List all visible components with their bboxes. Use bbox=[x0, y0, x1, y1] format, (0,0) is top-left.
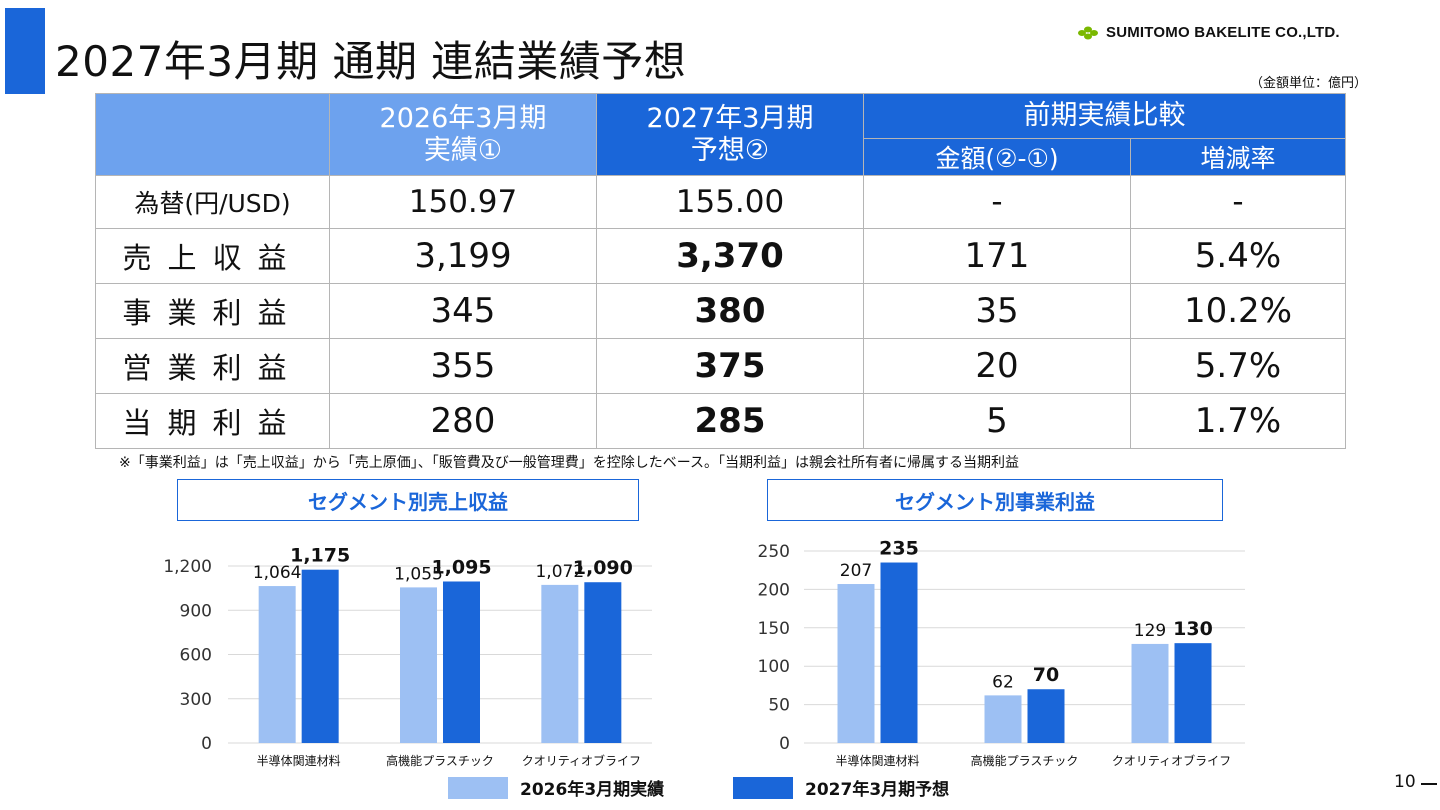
legend-actual: 2026年3月期実績 bbox=[448, 775, 664, 800]
header-forecast: 2027年3月期 予想② bbox=[596, 93, 864, 176]
chart-title-revenue: セグメント別売上収益 bbox=[177, 479, 639, 521]
cell-amount: 171 bbox=[863, 228, 1131, 284]
logo-mark-icon bbox=[1078, 26, 1098, 39]
bar bbox=[1174, 643, 1212, 743]
data-label: 70 bbox=[1033, 664, 1059, 686]
cell-amount: 5 bbox=[863, 393, 1131, 449]
header-blank-cell bbox=[95, 93, 330, 176]
row-label: 当期利益 bbox=[95, 393, 330, 449]
bar bbox=[1131, 643, 1169, 743]
data-label: 129 bbox=[1134, 621, 1166, 641]
cell-actual: 3,199 bbox=[329, 228, 597, 284]
profit-bar-chart: 0 50 100 150 200 250 207 235 半導体関連材料 62 70 高機能プラスチッ… bbox=[758, 538, 1245, 768]
forecast-table: 2026年3月期 実績① 2027年3月期 予想② 前期実績比較 金額(②-①) 増… bbox=[95, 93, 1346, 449]
y-tick-label: 900 bbox=[180, 601, 212, 621]
company-logo: SUMITOMO BAKELITE CO.,LTD. bbox=[1078, 24, 1340, 41]
bar bbox=[301, 569, 339, 743]
y-tick-label: 200 bbox=[758, 580, 790, 600]
cell-rate: 1.7% bbox=[1130, 393, 1346, 449]
header-rate: 増減率 bbox=[1130, 138, 1346, 176]
cell-actual: 280 bbox=[329, 393, 597, 449]
x-tick-label: 半導体関連材料 bbox=[835, 754, 919, 768]
x-tick-label: 半導体関連材料 bbox=[257, 754, 341, 768]
cell-forecast: 285 bbox=[596, 393, 864, 449]
bar bbox=[1027, 689, 1065, 743]
x-tick-label: クオリティオブライフ bbox=[522, 753, 641, 768]
table-row: 売上収益 3,199 3,370 171 5.4% bbox=[95, 228, 1346, 284]
legend-label-forecast: 2027年3月期予想 bbox=[805, 780, 950, 800]
page-number-dash bbox=[1421, 783, 1437, 785]
data-label: 130 bbox=[1173, 618, 1213, 640]
bar bbox=[880, 562, 918, 743]
page-title: 2027年3月期 通期 連結業績予想 bbox=[55, 37, 687, 86]
data-label: 1,064 bbox=[253, 563, 302, 583]
bar bbox=[584, 582, 622, 743]
cell-amount: 35 bbox=[863, 283, 1131, 339]
cell-forecast: 3,370 bbox=[596, 228, 864, 284]
bar bbox=[541, 584, 579, 743]
bar bbox=[258, 586, 296, 743]
header-comparison: 前期実績比較 bbox=[863, 93, 1346, 139]
unit-note: （金額単位：億円） bbox=[1250, 76, 1368, 91]
y-tick-label: 250 bbox=[758, 542, 790, 562]
data-label: 1,095 bbox=[431, 556, 491, 578]
cell-rate: 5.4% bbox=[1130, 228, 1346, 284]
header-amount: 金額(②-①) bbox=[863, 138, 1131, 176]
bar bbox=[443, 581, 480, 743]
legend-label-actual: 2026年3月期実績 bbox=[520, 780, 665, 800]
y-tick-label: 100 bbox=[758, 657, 790, 677]
footnote: ※「事業利益」は「売上収益」から「売上原価」、「販管費及び一般管理費」を控除した… bbox=[119, 455, 1020, 471]
data-label: 1,175 bbox=[290, 545, 350, 567]
y-tick-label: 0 bbox=[779, 734, 790, 754]
legend-swatch-forecast bbox=[733, 776, 793, 799]
company-name: SUMITOMO BAKELITE CO.,LTD. bbox=[1106, 24, 1340, 41]
cell-actual: 355 bbox=[329, 338, 597, 394]
legend-swatch-actual bbox=[448, 776, 508, 799]
data-label: 1,072 bbox=[535, 562, 584, 582]
x-tick-label: 高機能プラスチック bbox=[386, 753, 494, 768]
x-tick-label: クオリティオブライフ bbox=[1112, 753, 1231, 768]
cell-forecast: 375 bbox=[596, 338, 864, 394]
cell-amount: 20 bbox=[863, 338, 1131, 394]
y-tick-label: 1,200 bbox=[163, 557, 212, 577]
data-label: 1,055 bbox=[394, 564, 443, 584]
x-tick-label: 高機能プラスチック bbox=[971, 753, 1079, 768]
table-row: 当期利益 280 285 5 1.7% bbox=[95, 393, 1346, 449]
cell-forecast: 155.00 bbox=[596, 175, 864, 229]
title-accent-bar bbox=[5, 8, 45, 94]
bar bbox=[984, 695, 1022, 743]
y-tick-label: 600 bbox=[180, 646, 212, 666]
row-label: 事業利益 bbox=[95, 283, 330, 339]
bar bbox=[837, 584, 875, 743]
y-tick-label: 0 bbox=[201, 734, 212, 754]
cell-forecast: 380 bbox=[596, 283, 864, 339]
cell-rate: - bbox=[1130, 175, 1346, 229]
y-tick-label: 50 bbox=[768, 696, 790, 716]
header-actual: 2026年3月期 実績① bbox=[329, 93, 597, 176]
cell-actual: 345 bbox=[329, 283, 597, 339]
data-label: 207 bbox=[840, 561, 872, 581]
data-label: 62 bbox=[992, 672, 1014, 692]
row-label: 営業利益 bbox=[95, 338, 330, 394]
chart-title-profit: セグメント別事業利益 bbox=[767, 479, 1223, 521]
legend-forecast: 2027年3月期予想 bbox=[733, 775, 949, 800]
data-label: 1,090 bbox=[573, 557, 633, 579]
page-number: 10 bbox=[1394, 772, 1416, 792]
cell-rate: 10.2% bbox=[1130, 283, 1346, 339]
cell-actual: 150.97 bbox=[329, 175, 597, 229]
cell-rate: 5.7% bbox=[1130, 338, 1346, 394]
cell-amount: - bbox=[863, 175, 1131, 229]
data-label: 235 bbox=[879, 538, 919, 560]
table-row: 事業利益 345 380 35 10.2% bbox=[95, 283, 1346, 339]
table-row: 為替(円/USD) 150.97 155.00 - - bbox=[95, 175, 1346, 229]
row-label: 為替(円/USD) bbox=[95, 175, 330, 229]
y-tick-label: 150 bbox=[758, 619, 790, 639]
bar bbox=[400, 587, 437, 743]
table-row: 営業利益 355 375 20 5.7% bbox=[95, 338, 1346, 394]
row-label: 売上収益 bbox=[95, 228, 330, 284]
y-tick-label: 300 bbox=[180, 690, 212, 710]
